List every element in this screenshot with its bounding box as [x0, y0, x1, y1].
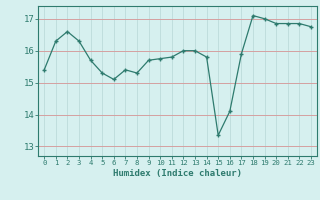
- X-axis label: Humidex (Indice chaleur): Humidex (Indice chaleur): [113, 169, 242, 178]
